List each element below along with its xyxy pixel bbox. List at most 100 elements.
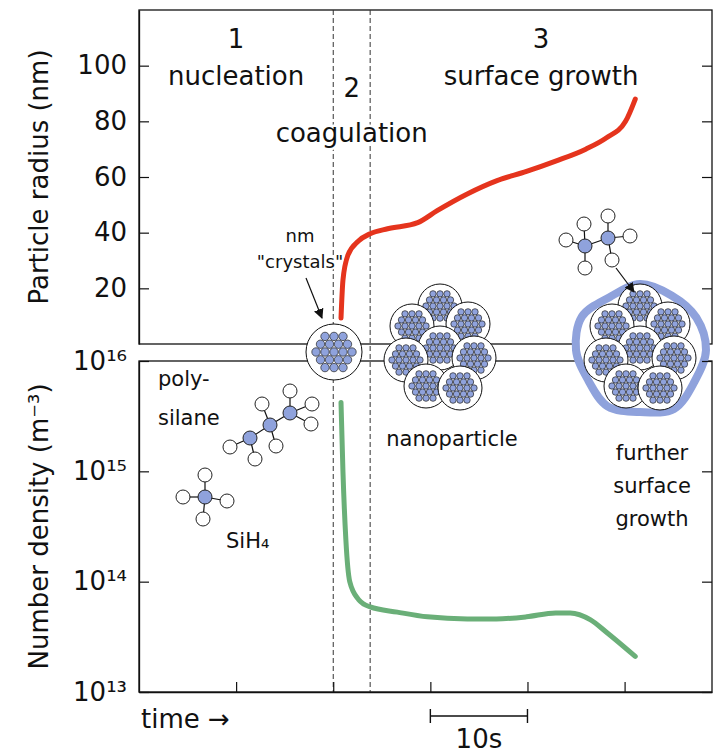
atom: [430, 371, 436, 377]
atom: [650, 373, 656, 379]
atom: [430, 333, 436, 339]
h-atom: [578, 261, 592, 275]
tick-label: 10¹⁵: [73, 456, 127, 486]
atom: [603, 345, 609, 351]
atom: [440, 339, 446, 345]
atom: [643, 385, 649, 391]
atom: [457, 397, 463, 403]
atom: [596, 369, 602, 375]
atom: [650, 397, 656, 403]
atom: [647, 339, 653, 345]
atom: [653, 379, 659, 385]
atom: [674, 361, 680, 367]
atom: [447, 339, 453, 345]
atom: [419, 389, 425, 395]
atom: [444, 357, 450, 363]
atom: [660, 391, 666, 397]
atom: [437, 303, 443, 309]
atom: [651, 321, 657, 327]
x-tick: [625, 682, 626, 692]
atom: [598, 329, 604, 335]
atom: [660, 349, 666, 355]
atom: [640, 297, 646, 303]
atom: [475, 327, 481, 333]
atom: [437, 357, 443, 363]
atom: [630, 345, 636, 351]
atom: [667, 361, 673, 367]
atom: [334, 356, 342, 364]
annotation: SiH₄: [226, 529, 269, 553]
atom: [406, 363, 412, 369]
si-atom: [601, 231, 615, 245]
atom: [478, 367, 484, 373]
y-tick: 100: [77, 50, 149, 80]
atom: [646, 391, 652, 397]
atom: [419, 377, 425, 383]
h-atom: [176, 490, 190, 504]
tick-mark: [430, 682, 431, 692]
annotation: poly-: [158, 367, 210, 391]
y-axis: 20406080100: [77, 11, 149, 345]
atom: [672, 321, 678, 327]
atom: [599, 351, 605, 357]
atom: [398, 329, 404, 335]
atom: [458, 309, 464, 315]
phase-number: 2: [343, 73, 360, 103]
h-atom: [255, 397, 269, 411]
atom: [658, 321, 664, 327]
atom: [668, 315, 674, 321]
atom: [464, 397, 470, 403]
atom: [403, 357, 409, 363]
atom: [399, 351, 405, 357]
annotation: nm: [286, 225, 315, 246]
atom: [644, 333, 650, 339]
molecule: [176, 468, 234, 526]
atom: [478, 355, 484, 361]
y-axis-title: Number density (m⁻³): [24, 383, 54, 669]
atom: [661, 327, 667, 333]
atom: [334, 340, 342, 348]
atom: [423, 323, 429, 329]
y-tick-mirror: [702, 471, 712, 472]
h-atom: [223, 440, 237, 454]
atom: [339, 348, 347, 356]
atom: [626, 377, 632, 383]
atom: [630, 383, 636, 389]
atom: [396, 369, 402, 375]
atom: [330, 348, 338, 356]
phase-label: coagulation: [276, 118, 428, 148]
atom: [433, 351, 439, 357]
tick-mark: [527, 682, 528, 692]
atom: [672, 309, 678, 315]
x-axis-title: time →: [141, 704, 230, 734]
atom: [440, 351, 446, 357]
atom: [465, 321, 471, 327]
h-atom: [304, 417, 318, 431]
atom: [679, 321, 685, 327]
atom: [472, 309, 478, 315]
atom: [392, 363, 398, 369]
atom: [623, 323, 629, 329]
atom: [460, 349, 466, 355]
scale-bar-label: 10s: [456, 724, 503, 754]
atom: [667, 349, 673, 355]
atom: [623, 395, 629, 401]
atom: [650, 385, 656, 391]
x-tick: [430, 682, 431, 692]
atom: [412, 329, 418, 335]
atom: [626, 297, 632, 303]
h-atom: [601, 209, 615, 223]
atom: [330, 363, 338, 371]
atom: [447, 297, 453, 303]
y-tick: 60: [94, 162, 149, 192]
atom: [637, 291, 643, 297]
atom: [633, 351, 639, 357]
atom: [343, 340, 351, 348]
tick-mark: [333, 682, 334, 692]
crystal: [438, 366, 482, 410]
y-tick-mirror: [702, 233, 712, 234]
tick-mark: [139, 288, 149, 289]
atom: [609, 323, 615, 329]
atom: [478, 343, 484, 349]
atom: [606, 351, 612, 357]
